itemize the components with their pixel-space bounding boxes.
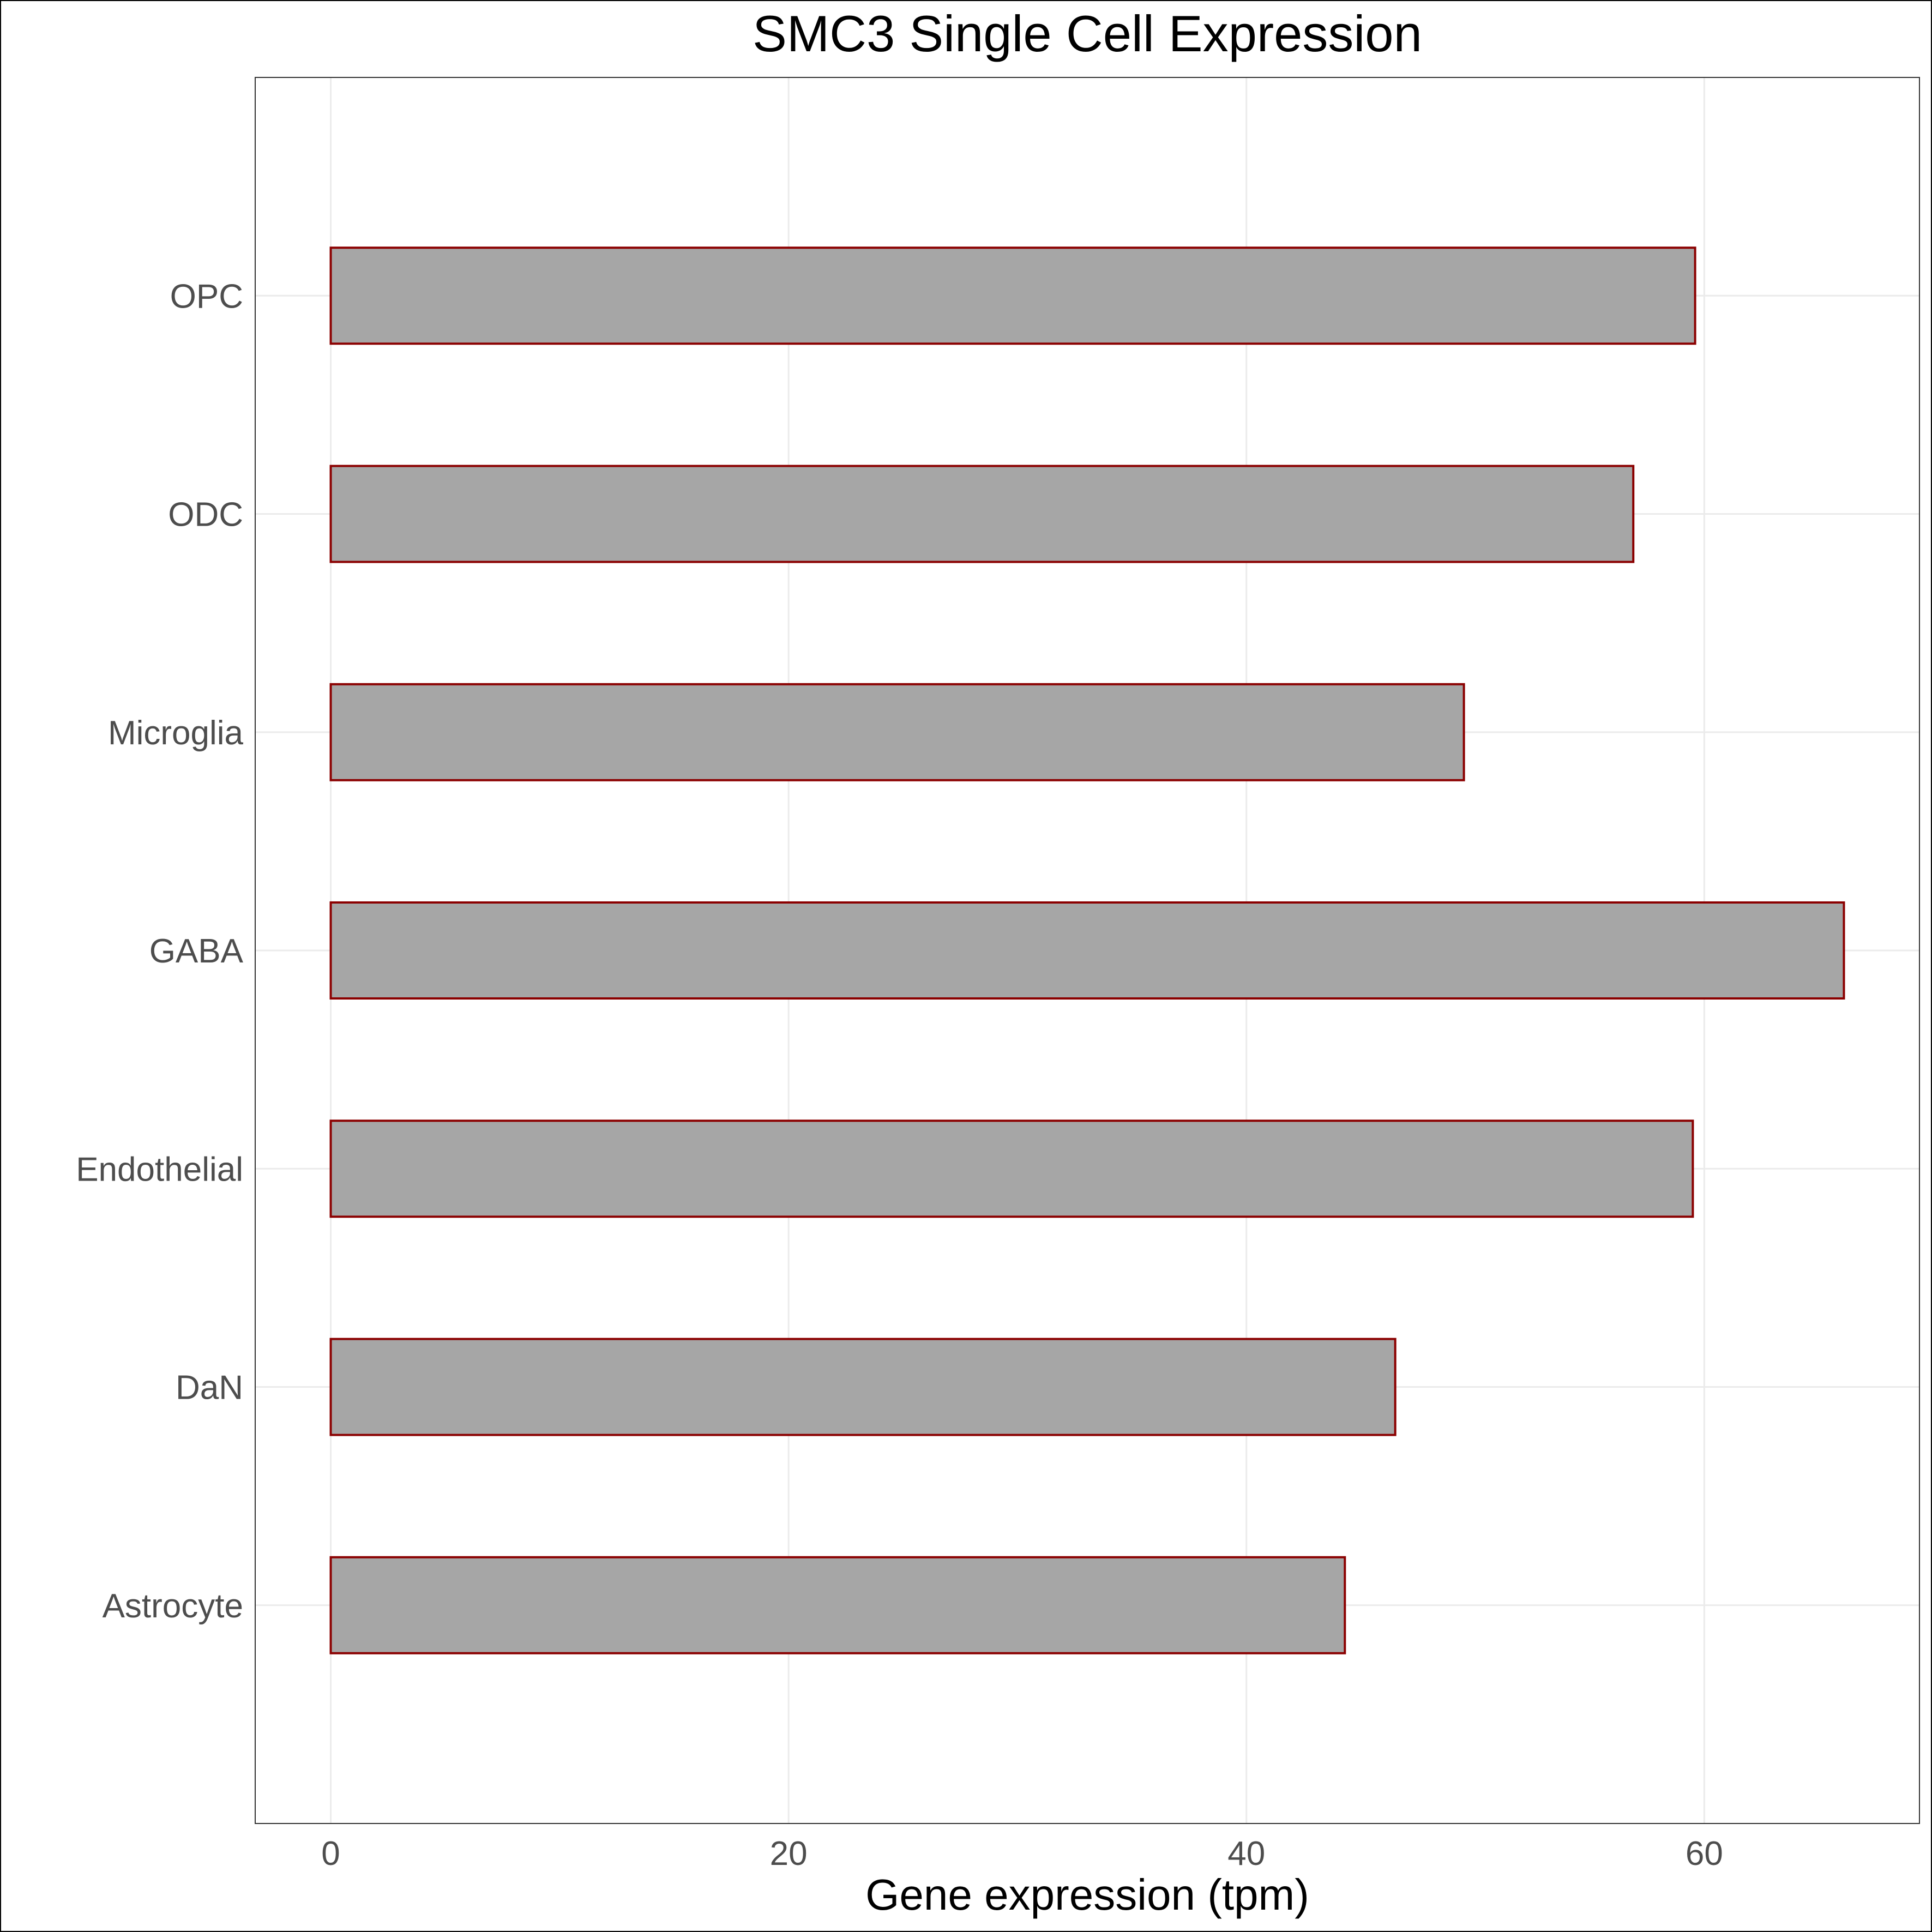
x-tick-labels: 0 20 40 60	[321, 1835, 1723, 1873]
y-tick-label: Endothelial	[76, 1151, 243, 1188]
y-tick-label: DaN	[176, 1369, 243, 1407]
y-tick-label: ODC	[168, 496, 243, 534]
y-tick-label: Microglia	[108, 714, 244, 752]
x-axis-title: Gene expression (tpm)	[865, 1870, 1309, 1919]
bar-microglia	[329, 683, 1465, 781]
chart-title: SMC3 Single Cell Expression	[753, 5, 1422, 62]
y-tick-labels: OPC ODC Microglia GABA Endothelial DaN Astrocy…	[76, 278, 243, 1625]
y-tick-label: Astrocyte	[103, 1587, 243, 1625]
bar-gaba	[329, 901, 1845, 1000]
x-tick-label: 0	[321, 1835, 340, 1873]
y-tick-label: OPC	[170, 278, 243, 315]
panel-border	[255, 77, 1920, 1824]
bar-astrocyte	[329, 1556, 1346, 1654]
bar-opc	[329, 246, 1696, 345]
bar-dan	[329, 1338, 1397, 1436]
bar-endothelial	[329, 1120, 1694, 1218]
y-tick-label: GABA	[149, 932, 244, 970]
x-tick-label: 20	[770, 1835, 808, 1873]
x-tick-label: 60	[1686, 1835, 1723, 1873]
bars	[329, 246, 1845, 1654]
bar-odc	[329, 465, 1635, 563]
x-tick-label: 40	[1227, 1835, 1265, 1873]
